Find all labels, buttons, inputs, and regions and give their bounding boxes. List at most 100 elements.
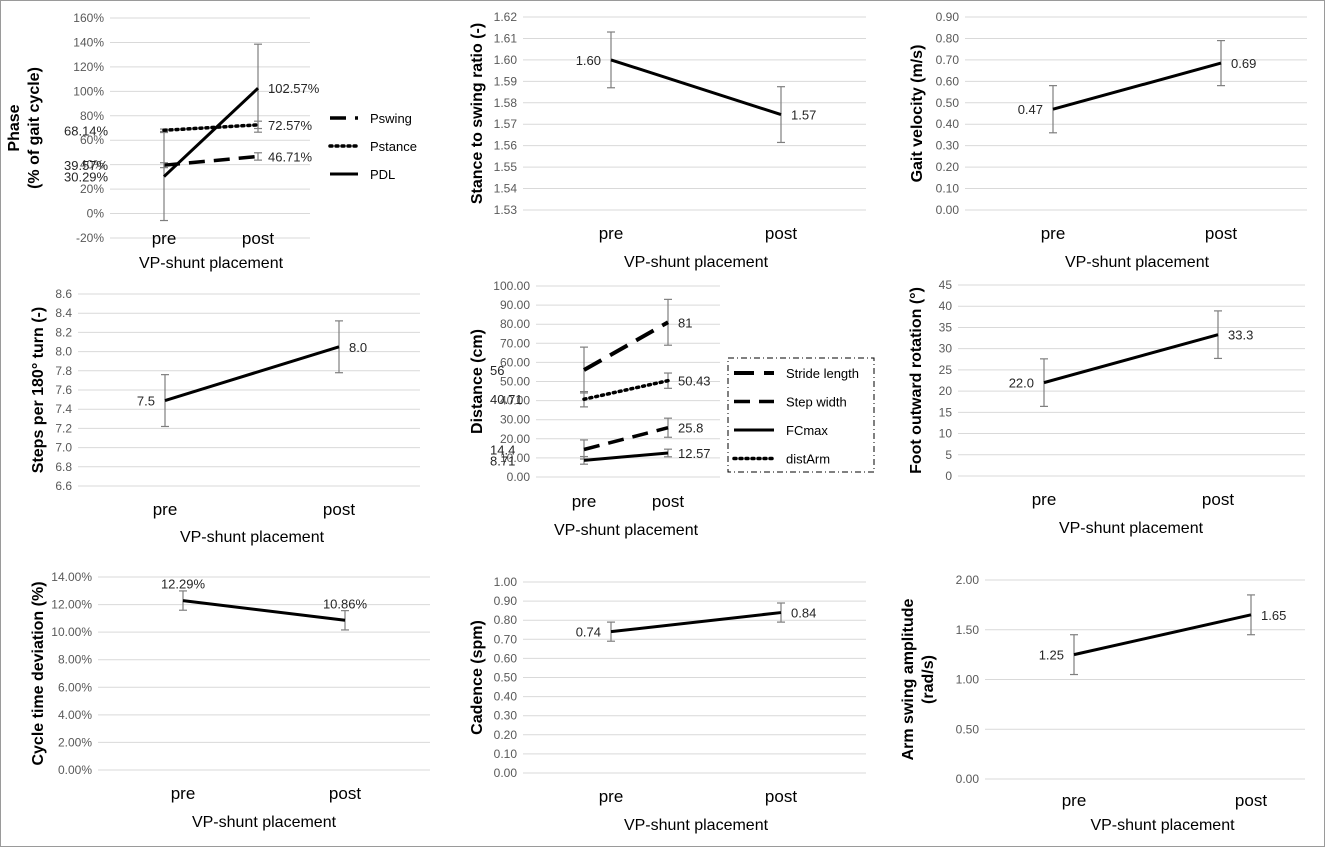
y-tick-label: 0.10 xyxy=(494,747,518,761)
chart-cadence: 0.00 0.10 0.20 0.30 0.40 0.50 0.60 0.70 0.80 0.90… xyxy=(469,575,866,834)
chart-cycle_time: 0.00% 2.00% 4.00% 6.00% 8.00% 10.00% 12.00% 14.… xyxy=(30,570,430,831)
chart-distance: 0.00 10.00 20.00 30.00 40.00 50.00 60.00 70.00 8… xyxy=(469,279,875,539)
y-tick-label: 4.00% xyxy=(58,708,92,722)
data-label: 39.57% xyxy=(64,158,109,173)
x-axis-title: VP-shunt placement xyxy=(554,522,699,539)
x-axis-title: VP-shunt placement xyxy=(1065,254,1210,271)
data-label: 50.43 xyxy=(678,374,711,389)
x-category-label: pre xyxy=(1041,224,1066,243)
y-tick-label: 6.8 xyxy=(55,460,72,474)
data-label: 0.84 xyxy=(791,606,816,621)
y-tick-label: 0.00 xyxy=(507,470,531,484)
y-axis-title: Cycle time deviation (%) xyxy=(30,581,47,765)
x-axis-title: VP-shunt placement xyxy=(180,529,325,546)
x-axis-title: VP-shunt placement xyxy=(1090,817,1235,834)
y-tick-label: 100% xyxy=(73,84,104,98)
y-tick-label: 40% xyxy=(80,158,104,172)
legend-label: distArm xyxy=(786,452,830,467)
y-axis-title: Cadence (spm) xyxy=(469,620,486,735)
y-tick-label: 60.00 xyxy=(500,355,530,369)
y-tick-label: 8.6 xyxy=(55,287,72,301)
y-tick-label: 0.50 xyxy=(956,722,980,736)
x-category-label: pre xyxy=(599,787,624,806)
data-label: 22.0 xyxy=(1009,376,1034,391)
y-tick-label: 1.00 xyxy=(494,575,518,589)
series-line xyxy=(583,451,669,462)
series-line xyxy=(610,58,782,117)
x-category-label: post xyxy=(765,787,797,806)
y-tick-label: 80.00 xyxy=(500,317,530,331)
x-axis-title: VP-shunt placement xyxy=(139,255,284,272)
y-axis-title: Phase (% of gait cycle) xyxy=(6,67,43,189)
y-tick-label: 90.00 xyxy=(500,298,530,312)
series-line xyxy=(1043,333,1219,385)
y-tick-label: 20 xyxy=(939,384,953,398)
y-tick-label: 160% xyxy=(73,11,104,25)
y-tick-label: 0.00% xyxy=(58,763,92,777)
y-tick-label: 0.80 xyxy=(494,613,518,627)
y-tick-label: -20% xyxy=(76,231,104,245)
y-tick-label: 0.80 xyxy=(936,31,960,45)
y-tick-label: 12.00% xyxy=(51,598,92,612)
y-tick-label: 0.40 xyxy=(936,117,960,131)
y-tick-label: 0.90 xyxy=(936,10,960,24)
data-label: 81 xyxy=(678,315,692,330)
y-tick-label: 1.61 xyxy=(494,31,518,45)
x-axis-title: VP-shunt placement xyxy=(624,254,769,271)
x-category-label: post xyxy=(765,224,797,243)
series-line xyxy=(182,599,346,622)
y-tick-label: 7.0 xyxy=(55,441,72,455)
series-line xyxy=(582,378,670,401)
y-tick-label: 0.30 xyxy=(494,709,518,723)
x-axis-title: VP-shunt placement xyxy=(1059,520,1204,537)
y-tick-label: 7.4 xyxy=(55,402,72,416)
y-axis-title: Arm swing amplitude (rad/s) xyxy=(900,599,937,761)
chart-gait_velocity: 0.00 0.10 0.20 0.30 0.40 0.50 0.60 0.70 0.80 0.90… xyxy=(909,10,1307,271)
x-category-label: pre xyxy=(599,224,624,243)
y-tick-label: 0.00 xyxy=(936,203,960,217)
y-tick-label: 2.00% xyxy=(58,735,92,749)
data-label: 46.71% xyxy=(268,149,313,164)
y-tick-label: 120% xyxy=(73,60,104,74)
series-stance-to-swing-ratio: 1.60 1.57 xyxy=(576,31,816,144)
y-tick-label: 0.20 xyxy=(936,160,960,174)
x-axis-title: VP-shunt placement xyxy=(192,814,337,831)
data-label: 8.71 xyxy=(490,453,515,468)
y-tick-label: 6.6 xyxy=(55,479,72,493)
y-tick-label: 10.00 xyxy=(500,451,530,465)
x-category-label: pre xyxy=(152,229,177,248)
legend-label: PDL xyxy=(370,167,395,182)
y-tick-label: 20.00 xyxy=(500,432,530,446)
y-tick-label: 1.53 xyxy=(494,203,518,217)
legend: Stride length Step width FCmax distArm xyxy=(727,357,875,473)
legend-label: Pstance xyxy=(370,139,417,154)
y-tick-label: 14.00% xyxy=(51,570,92,584)
series-line xyxy=(164,345,340,402)
y-axis-title: Distance (cm) xyxy=(469,329,486,434)
data-label: 0.47 xyxy=(1018,102,1043,117)
y-tick-label: 0.00 xyxy=(494,766,518,780)
x-category-label: post xyxy=(242,229,274,248)
series-cadence: 0.74 0.84 xyxy=(576,602,816,642)
x-category-label: pre xyxy=(153,500,178,519)
series-distarm: 40.71 50.43 xyxy=(490,372,711,408)
x-category-label: post xyxy=(1205,224,1237,243)
y-tick-label: 0.70 xyxy=(936,53,960,67)
y-tick-label: 50.00 xyxy=(500,375,530,389)
data-label: 56 xyxy=(490,363,504,378)
data-label: 0.69 xyxy=(1231,56,1256,71)
series-arm-swing-amplitude: 1.25 1.65 xyxy=(1039,594,1286,676)
series-foot-outward-rotation: 22.0 33.3 xyxy=(1009,310,1253,407)
legend-label: Step width xyxy=(786,395,847,410)
y-tick-label: 5 xyxy=(945,448,952,462)
y-tick-label: 80% xyxy=(80,109,104,123)
y-tick-label: 0.10 xyxy=(936,182,960,196)
y-tick-label: 30.00 xyxy=(500,413,530,427)
legend-label: Pswing xyxy=(370,111,412,126)
x-category-label: post xyxy=(652,492,684,511)
series-line xyxy=(583,426,669,452)
y-tick-label: 7.8 xyxy=(55,364,72,378)
series-line xyxy=(1052,61,1222,111)
y-axis-title: Steps per 180° turn (-) xyxy=(30,307,47,473)
